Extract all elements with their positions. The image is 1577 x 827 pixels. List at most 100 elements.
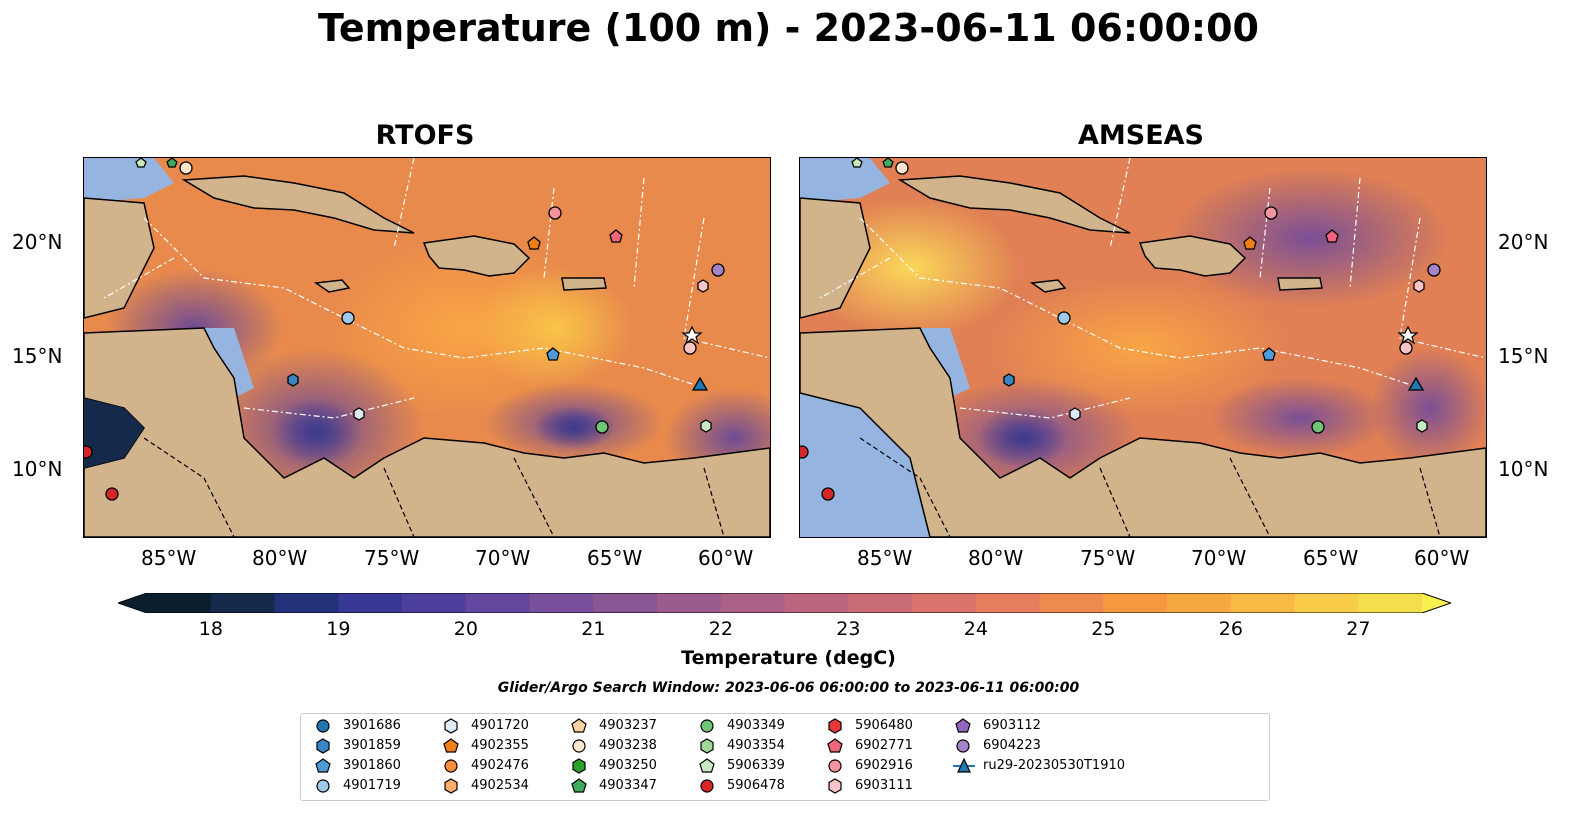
legend-label: 4903347 xyxy=(599,778,657,793)
legend-marker-icon xyxy=(699,758,715,773)
float-marker-4903238[interactable] xyxy=(179,161,193,175)
legend-label: 4903237 xyxy=(599,718,657,733)
legend-marker-icon xyxy=(571,778,587,793)
jamaica-land xyxy=(313,279,351,293)
glider-ru29-marker[interactable] xyxy=(1407,376,1425,391)
national-borders xyxy=(143,437,725,537)
colorbar-segment xyxy=(465,593,530,613)
float-marker-3901860[interactable] xyxy=(1262,347,1276,361)
float-marker-6903111b[interactable] xyxy=(1413,279,1425,293)
pacific-no-data xyxy=(800,393,930,537)
lon-tick-label: 60°W xyxy=(1414,546,1470,570)
colorbar-segment xyxy=(210,593,275,613)
float-marker-6903111[interactable] xyxy=(683,341,697,355)
float-marker-4902355[interactable] xyxy=(1243,236,1257,250)
float-marker-6904223[interactable] xyxy=(1427,263,1441,277)
float-marker-4901720[interactable] xyxy=(1069,407,1081,421)
float-marker-6902916[interactable] xyxy=(1264,206,1278,220)
glider-ru29-marker[interactable] xyxy=(691,376,709,391)
float-marker-3901860[interactable] xyxy=(546,347,560,361)
float-marker-3901859[interactable] xyxy=(287,373,299,387)
puerto-rico-land xyxy=(1277,277,1323,291)
colorbar-segment xyxy=(657,593,722,613)
yucatan-land xyxy=(800,197,871,319)
legend-label: 6904223 xyxy=(983,738,1041,753)
eez-boundaries xyxy=(819,158,1486,419)
colorbar-segment xyxy=(720,593,785,613)
panel-title-amseas: AMSEAS xyxy=(1078,120,1204,151)
float-marker-star[interactable] xyxy=(1397,325,1419,345)
float-marker-5906339[interactable] xyxy=(700,419,712,433)
cuba-land xyxy=(897,175,1131,234)
amseas-map[interactable] xyxy=(799,157,1487,538)
float-marker-4901719[interactable] xyxy=(1057,311,1071,325)
legend-marker-icon xyxy=(444,759,458,773)
float-marker-5906339b[interactable] xyxy=(851,158,863,168)
float-marker-4903349[interactable] xyxy=(595,420,609,434)
legend-label: 4901719 xyxy=(343,778,401,793)
float-marker-6903111b[interactable] xyxy=(697,279,709,293)
float-marker-5906478[interactable] xyxy=(821,487,835,501)
float-marker-5906478[interactable] xyxy=(105,487,119,501)
legend-marker-icon xyxy=(572,739,586,753)
colorbar-tick-label: 20 xyxy=(453,618,478,640)
legend-marker-icon xyxy=(700,719,714,733)
float-marker-5906478b[interactable] xyxy=(800,445,809,459)
float-marker-4902355[interactable] xyxy=(527,236,541,250)
float-marker-6903111[interactable] xyxy=(1399,341,1413,355)
float-marker-4903238[interactable] xyxy=(895,161,909,175)
legend-marker-icon xyxy=(827,738,843,753)
float-marker-5906478b[interactable] xyxy=(84,445,93,459)
lon-tick-label: 85°W xyxy=(857,546,913,570)
legend-label: 5906339 xyxy=(727,758,785,773)
lon-tick-label: 75°W xyxy=(1080,546,1136,570)
pacific-cold-patch xyxy=(84,398,144,468)
float-marker-6902771[interactable] xyxy=(1325,229,1339,243)
legend-marker-icon xyxy=(316,719,330,733)
legend-label: 5906480 xyxy=(855,718,913,733)
hispaniola-land xyxy=(1138,235,1247,277)
legend-marker-icon xyxy=(953,758,975,773)
float-marker-4903347[interactable] xyxy=(166,158,178,168)
colorbar-segment xyxy=(529,593,594,613)
lat-tick-label: 20°N xyxy=(12,230,63,254)
float-marker-6902771[interactable] xyxy=(609,229,623,243)
float-marker-3901859[interactable] xyxy=(1003,373,1015,387)
colorbar-segment xyxy=(338,593,403,613)
hispaniola-land xyxy=(422,235,531,277)
legend-label: 4902355 xyxy=(471,738,529,753)
legend-marker-icon xyxy=(828,759,842,773)
legend-label: 3901686 xyxy=(343,718,401,733)
legend-label: 4903354 xyxy=(727,738,785,753)
legend-label: 5906478 xyxy=(727,778,785,793)
colorbar xyxy=(116,592,1453,614)
jamaica-land xyxy=(1029,279,1067,293)
float-marker-5906339[interactable] xyxy=(1416,419,1428,433)
legend-marker-icon xyxy=(443,738,459,753)
colorbar-segment xyxy=(912,593,977,613)
float-marker-6902916[interactable] xyxy=(548,206,562,220)
float-marker-5906339b[interactable] xyxy=(135,158,147,168)
lon-tick-label: 75°W xyxy=(364,546,420,570)
float-marker-4901719[interactable] xyxy=(341,311,355,325)
float-marker-4901720[interactable] xyxy=(353,407,365,421)
lon-tick-label: 65°W xyxy=(587,546,643,570)
legend-marker-icon xyxy=(316,779,330,793)
rtofs-map[interactable] xyxy=(83,157,771,538)
float-marker-star[interactable] xyxy=(681,325,703,345)
float-marker-4903349[interactable] xyxy=(1311,420,1325,434)
central-south-america-land xyxy=(800,327,1486,537)
colorbar-extend-max xyxy=(1422,593,1451,613)
lon-tick-label: 80°W xyxy=(252,546,308,570)
colorbar-tick-label: 26 xyxy=(1218,618,1243,640)
legend-marker-icon xyxy=(571,718,587,733)
legend-label: ru29-20230530T1910 xyxy=(983,758,1126,773)
float-marker-4903347[interactable] xyxy=(882,158,894,168)
colorbar-segment xyxy=(147,593,212,613)
float-marker-6904223[interactable] xyxy=(711,263,725,277)
legend-marker-icon xyxy=(572,758,586,774)
colorbar-segment xyxy=(402,593,467,613)
lon-tick-label: 70°W xyxy=(475,546,531,570)
legend-label: 6903111 xyxy=(855,778,913,793)
colorbar-tick-label: 18 xyxy=(198,618,223,640)
